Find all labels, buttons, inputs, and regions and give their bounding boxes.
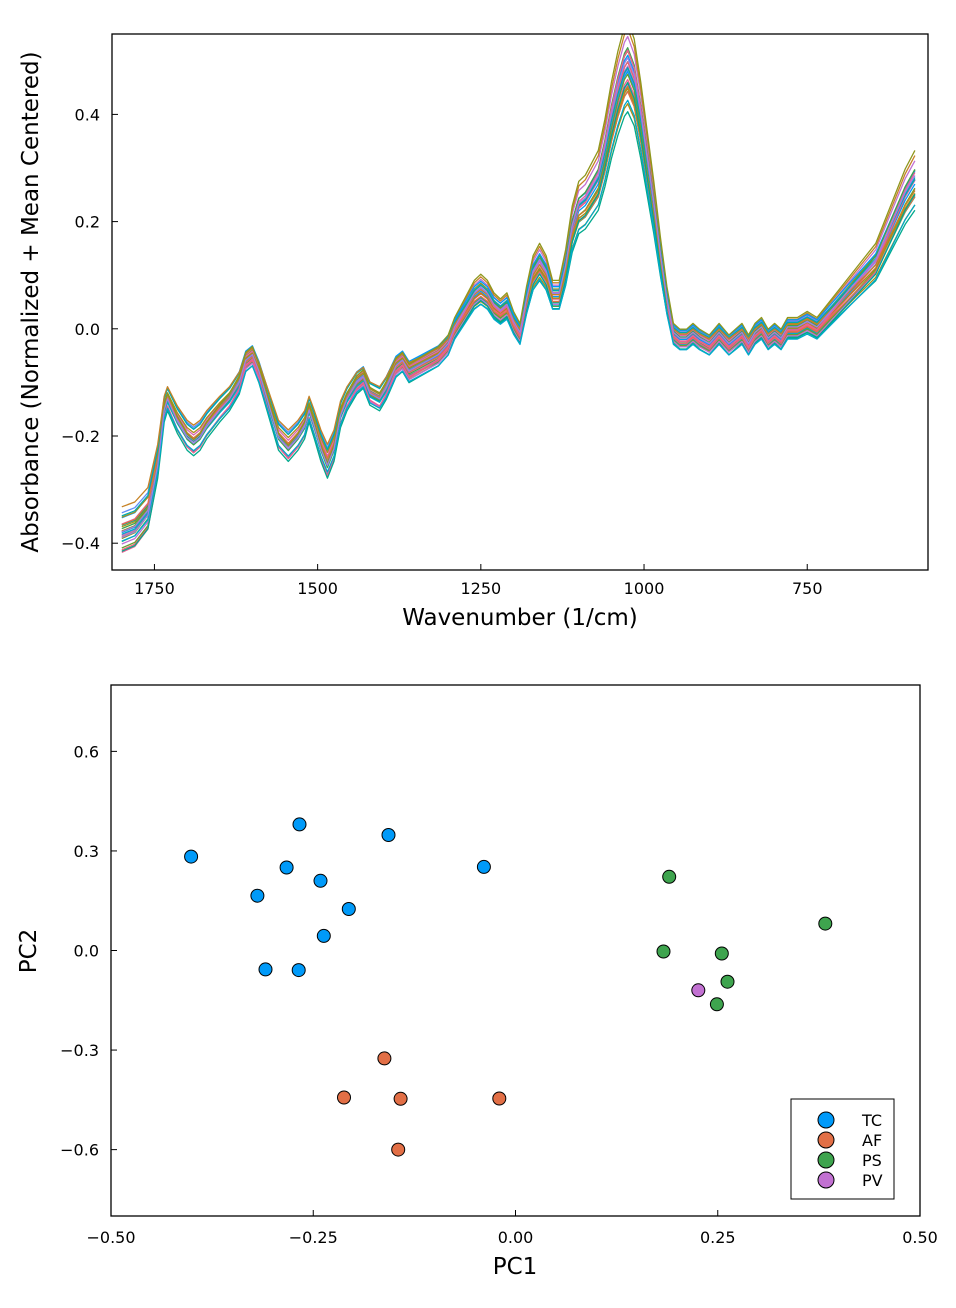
y-tick-label: 0.2 (75, 213, 100, 232)
x-tick-label: 750 (792, 579, 823, 598)
y-tick-label: 0.3 (74, 842, 99, 861)
spectrum-line (121, 85, 916, 508)
legend-marker-af (817, 1131, 835, 1149)
spectra-y-ticks: −0.4 −0.2 0.0 0.2 0.4 (61, 105, 118, 553)
scatter-point-tc (341, 902, 356, 916)
pca-x-axis-title: PC1 (493, 1254, 538, 1280)
legend-label-ps: PS (862, 1151, 882, 1170)
y-tick-label: −0.4 (61, 534, 100, 553)
scatter-point-af (393, 1091, 408, 1106)
pca-x-ticks: −0.50 −0.25 0.00 0.25 0.50 (86, 1210, 938, 1247)
y-tick-label: −0.3 (60, 1041, 99, 1060)
spectrum-line (121, 35, 916, 537)
y-tick-label: 0.6 (74, 742, 99, 761)
scatter-point-tc (184, 849, 199, 864)
pca-points (184, 817, 833, 1157)
y-tick-label: −0.6 (60, 1141, 99, 1160)
x-tick-label: 1250 (460, 579, 501, 598)
scatter-point-ps (656, 944, 671, 959)
spectra-lines (121, 34, 916, 553)
spectrum-line (121, 103, 916, 528)
spectrum-line (121, 90, 916, 530)
legend-box (790, 1098, 895, 1200)
legend-label-af: AF (862, 1131, 882, 1150)
pca-y-ticks: −0.6 −0.3 0.0 0.3 0.6 (60, 742, 117, 1160)
spectrum-line (121, 57, 916, 539)
spectrum-line (121, 99, 916, 542)
scatter-point-tc (250, 888, 265, 903)
x-tick-label: −0.25 (289, 1228, 338, 1247)
y-tick-label: 0.0 (75, 320, 100, 339)
spectrum-line (121, 90, 916, 526)
spectra-panel: 1750 1500 1250 1000 750 −0.4 −0.2 0.0 0.2 0.4 Wa… (18, 33, 929, 631)
spectrum-line (121, 50, 916, 532)
spectrum-line (121, 73, 916, 549)
spectra-plot-frame (111, 33, 929, 571)
spectrum-line (121, 61, 916, 551)
spectrum-line (121, 67, 916, 517)
legend-label-tc: TC (861, 1111, 882, 1130)
spectrum-line (121, 34, 916, 540)
scatter-point-af (377, 1051, 392, 1066)
x-tick-label: 0.00 (498, 1228, 534, 1247)
spectrum-line (121, 66, 916, 525)
scatter-point-tc (292, 817, 307, 832)
spectra-x-ticks: 1750 1500 1250 1000 750 (134, 564, 823, 598)
scatter-point-ps (818, 916, 833, 931)
legend-label-pv: PV (862, 1171, 883, 1190)
y-tick-label: −0.2 (61, 427, 100, 446)
spectrum-line (121, 49, 916, 553)
scatter-point-tc (279, 860, 294, 875)
x-tick-label: 1500 (297, 579, 338, 598)
scatter-point-tc (258, 962, 273, 977)
pca-panel: −0.50 −0.25 0.00 0.25 0.50 −0.6 −0.3 0.0 0.3 0.6… (16, 684, 938, 1280)
scatter-point-ps (720, 974, 735, 989)
spectrum-line (121, 78, 916, 532)
spectrum-line (121, 47, 916, 543)
scatter-point-af (391, 1142, 406, 1157)
x-tick-label: 0.25 (700, 1228, 736, 1247)
scatter-point-ps (662, 869, 677, 884)
spectrum-line (121, 49, 916, 536)
legend-marker-tc (817, 1111, 835, 1129)
spectrum-line (121, 34, 916, 538)
y-tick-label: 0.4 (75, 105, 100, 124)
scatter-point-tc (476, 859, 491, 874)
spectra-x-axis-title: Wavenumber (1/cm) (402, 605, 638, 631)
pca-y-axis-title: PC2 (16, 929, 42, 974)
scatter-point-ps (709, 997, 724, 1012)
scatter-point-pv (691, 983, 706, 998)
scatter-point-tc (291, 963, 306, 978)
spectrum-line (121, 83, 916, 545)
scatter-point-tc (316, 928, 331, 943)
x-tick-label: −0.50 (86, 1228, 135, 1247)
spectrum-line (121, 87, 916, 518)
scatter-point-tc (313, 873, 328, 888)
y-tick-label: 0.0 (74, 942, 99, 961)
spectrum-line (121, 65, 916, 533)
scatter-point-af (337, 1090, 351, 1105)
spectrum-line (121, 70, 916, 534)
x-tick-label: 1000 (624, 579, 665, 598)
scatter-point-ps (714, 946, 729, 961)
scatter-point-af (492, 1091, 507, 1106)
x-tick-label: 0.50 (902, 1228, 938, 1247)
x-tick-label: 1750 (134, 579, 175, 598)
spectrum-line (121, 61, 916, 533)
legend-marker-ps (817, 1151, 835, 1169)
spectrum-line (121, 68, 916, 514)
spectrum-line (121, 54, 916, 519)
scatter-point-tc (381, 828, 396, 842)
spectrum-line (121, 111, 916, 526)
spectra-y-axis-title: Absorbance (Normalized + Mean Centered) (18, 51, 44, 552)
legend-marker-pv (817, 1171, 835, 1189)
spectrum-line (121, 87, 916, 535)
